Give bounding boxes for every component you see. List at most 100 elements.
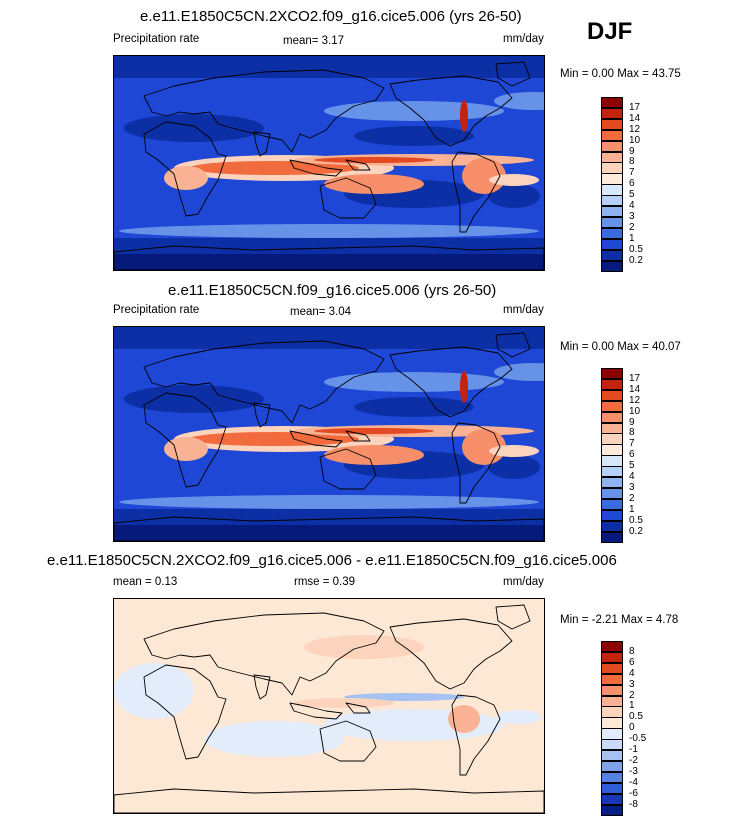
colorbar-swatch bbox=[601, 804, 623, 816]
colorbar-tick-label: 2 bbox=[629, 689, 635, 701]
colorbar-swatch bbox=[601, 238, 623, 251]
panel-3-map-graphic bbox=[114, 599, 544, 813]
colorbar-tick-label: 6 bbox=[629, 449, 635, 461]
colorbar-swatch bbox=[601, 173, 623, 185]
colorbar-swatch bbox=[601, 151, 623, 163]
colorbar-swatch bbox=[601, 129, 623, 142]
colorbar-swatch bbox=[601, 444, 623, 456]
colorbar-swatch bbox=[601, 509, 623, 522]
colorbar-tick-label: 12 bbox=[629, 394, 641, 406]
colorbar-tick-label: 0 bbox=[629, 722, 635, 734]
colorbar-tick-label: 1 bbox=[629, 503, 635, 515]
panel-3-map bbox=[113, 598, 545, 814]
panel-1-minmax-label: Min = 0.00 Max = 43.75 bbox=[560, 68, 681, 80]
panel-2-title: e.e11.E1850C5CN.f09_g16.cice5.006 (yrs 2… bbox=[168, 282, 497, 299]
colorbar-tick-label: 9 bbox=[629, 416, 635, 428]
season-label: DJF bbox=[587, 18, 633, 45]
colorbar-swatch bbox=[601, 487, 623, 500]
colorbar-tick-label: 8 bbox=[629, 645, 635, 657]
colorbar-swatch bbox=[601, 651, 623, 664]
panel-1-units-label: mm/day bbox=[503, 33, 544, 45]
colorbar-tick-label: -8 bbox=[629, 798, 638, 810]
colorbar-tick-label: 14 bbox=[629, 112, 641, 124]
colorbar-tick-label: 2 bbox=[629, 492, 635, 504]
colorbar-tick-label: 3 bbox=[629, 481, 635, 493]
colorbar-swatch bbox=[601, 760, 623, 773]
colorbar-tick-label: 17 bbox=[629, 372, 641, 384]
colorbar-tick-label: 0.2 bbox=[629, 254, 643, 266]
colorbar-swatch bbox=[601, 477, 623, 489]
colorbar-swatch bbox=[601, 695, 623, 707]
colorbar-swatch bbox=[601, 771, 623, 784]
colorbar-swatch bbox=[601, 368, 623, 380]
colorbar-tick-label: -1 bbox=[629, 744, 638, 755]
colorbar-swatch bbox=[601, 249, 623, 261]
panel-3-rmse-label: rmse = 0.39 bbox=[294, 576, 356, 588]
colorbar-swatch bbox=[601, 260, 623, 272]
colorbar-swatch bbox=[601, 498, 623, 511]
panel-1-map bbox=[113, 55, 545, 271]
colorbar-swatch bbox=[601, 162, 623, 174]
colorbar-tick-label: 8 bbox=[629, 156, 635, 168]
colorbar-tick-label: -3 bbox=[629, 765, 638, 777]
panel-2-mean-label: mean= 3.04 bbox=[290, 306, 352, 318]
colorbar-swatch bbox=[601, 433, 623, 445]
colorbar-swatch bbox=[601, 140, 623, 152]
panel-3-title: e.e11.E1850C5CN.2XCO2.f09_g16.cice5.006 … bbox=[47, 552, 617, 569]
panel-3-units-label: mm/day bbox=[503, 576, 544, 588]
colorbar-swatch bbox=[601, 641, 623, 653]
colorbar-swatch bbox=[601, 422, 623, 434]
colorbar-tick-label: 3 bbox=[629, 678, 635, 690]
colorbar-swatch bbox=[601, 466, 623, 478]
colorbar-swatch bbox=[601, 184, 623, 196]
colorbar-swatch bbox=[601, 531, 623, 543]
colorbar-tick-label: 7 bbox=[629, 438, 635, 450]
colorbar-tick-label: 1 bbox=[629, 232, 635, 244]
colorbar-swatch bbox=[601, 739, 623, 751]
panel-2-units-label: mm/day bbox=[503, 304, 544, 316]
colorbar-swatch bbox=[601, 400, 623, 413]
colorbar-swatch bbox=[601, 411, 623, 423]
colorbar-swatch bbox=[601, 793, 623, 805]
colorbar-tick-label: 3 bbox=[629, 210, 635, 222]
panel-2-map-graphic bbox=[114, 327, 544, 541]
colorbar-tick-label: -2 bbox=[629, 754, 638, 766]
colorbar-tick-label: 17 bbox=[629, 101, 641, 113]
colorbar-tick-label: 6 bbox=[629, 178, 635, 190]
colorbar-swatch bbox=[601, 728, 623, 740]
panel-2-map bbox=[113, 326, 545, 542]
panel-3-minmax-label: Min = -2.21 Max = 4.78 bbox=[560, 614, 679, 626]
colorbar-tick-label: 1 bbox=[629, 700, 635, 712]
panel-1-mean-label: mean= 3.17 bbox=[283, 35, 345, 47]
colorbar-tick-label: 9 bbox=[629, 145, 635, 157]
colorbar-tick-label: 8 bbox=[629, 427, 635, 439]
colorbar-tick-label: 7 bbox=[629, 167, 635, 179]
colorbar-swatch bbox=[601, 378, 623, 391]
panel-3-mean-label: mean = 0.13 bbox=[113, 576, 178, 588]
panel-1-title: e.e11.E1850C5CN.2XCO2.f09_g16.cice5.006 … bbox=[140, 8, 522, 25]
colorbar-swatch bbox=[601, 227, 623, 240]
colorbar-swatch bbox=[601, 717, 623, 729]
colorbar-tick-label: 4 bbox=[629, 471, 635, 482]
colorbar-tick-label: 0.5 bbox=[629, 243, 643, 255]
colorbar-swatch bbox=[601, 662, 623, 675]
colorbar-tick-label: -4 bbox=[629, 776, 638, 788]
colorbar-tick-label: 0.5 bbox=[629, 514, 643, 526]
colorbar-swatch bbox=[601, 520, 623, 532]
panel-1-map-graphic bbox=[114, 56, 544, 270]
colorbar-swatch bbox=[601, 750, 623, 762]
colorbar-swatch bbox=[601, 118, 623, 131]
colorbar-swatch bbox=[601, 195, 623, 207]
colorbar-swatch bbox=[601, 673, 623, 686]
colorbar-tick-label: 2 bbox=[629, 221, 635, 233]
colorbar-tick-label: 5 bbox=[629, 460, 635, 472]
colorbar-swatch bbox=[601, 216, 623, 229]
panel-2-variable-label: Precipitation rate bbox=[113, 304, 200, 316]
colorbar-tick-label: 5 bbox=[629, 189, 635, 201]
colorbar-swatch bbox=[601, 97, 623, 109]
panel-1-variable-label: Precipitation rate bbox=[113, 33, 200, 45]
colorbar-tick-label: 6 bbox=[629, 656, 635, 668]
colorbar-tick-label: 14 bbox=[629, 383, 641, 395]
colorbar-tick-label: 4 bbox=[629, 200, 635, 211]
panel-2-minmax-label: Min = 0.00 Max = 40.07 bbox=[560, 341, 681, 353]
